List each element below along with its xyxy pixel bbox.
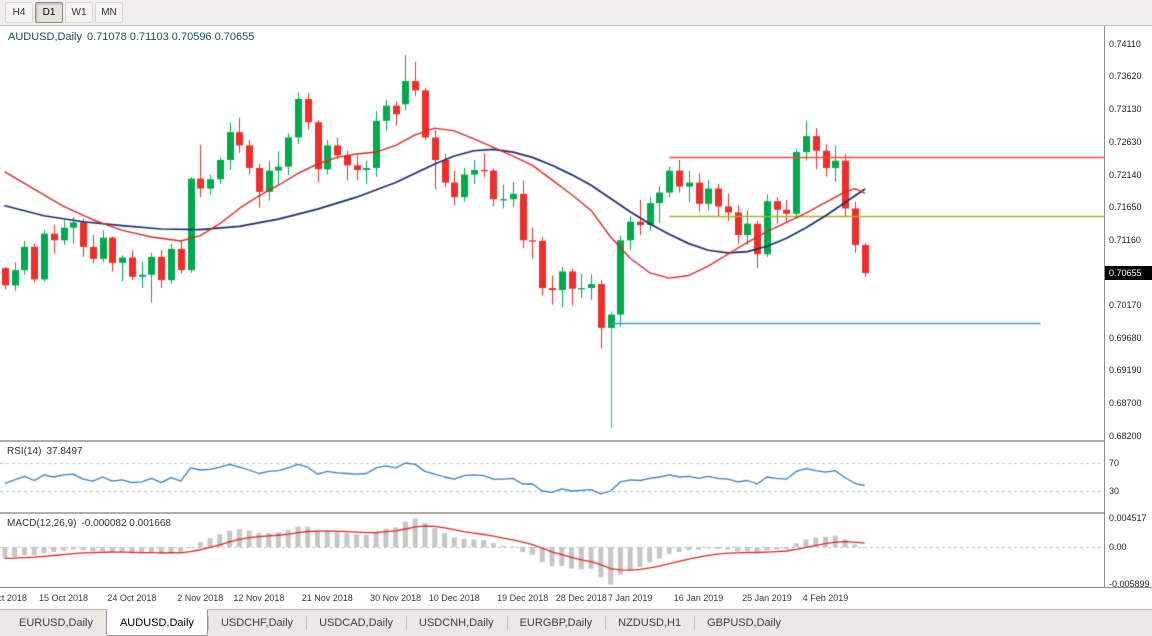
price-axis-label: 0.68700 xyxy=(1109,397,1142,408)
date-axis-label: 4 Feb 2019 xyxy=(802,593,849,603)
macd-indicator-name: MACD(12,26,9) xyxy=(7,518,77,529)
chart-tab-usdcnh-daily[interactable]: USDCNH,Daily xyxy=(406,610,507,636)
price-axis-label: 0.69190 xyxy=(1109,365,1142,376)
chart-tabs-bar: EURUSD,Daily AUDUSD,Daily USDCHF,Daily USDC… xyxy=(0,609,1152,636)
macd-axis-label: 0.00 xyxy=(1109,542,1127,552)
pane-splitter[interactable] xyxy=(0,440,1152,442)
price-axis-label: 0.73130 xyxy=(1109,103,1142,114)
macd-axis-label: -0.005899 xyxy=(1109,579,1150,587)
date-axis-label: 7 Jan 2019 xyxy=(607,593,653,603)
chart-tab-usdcad-daily[interactable]: USDCAD,Daily xyxy=(306,610,406,636)
price-axis-label: 0.68200 xyxy=(1109,431,1142,442)
date-axis-label: 24 Oct 2018 xyxy=(107,593,157,603)
timeframe-button-mn[interactable]: MN xyxy=(95,2,123,23)
chart-tab-audusd-daily[interactable]: AUDUSD,Daily xyxy=(105,609,208,636)
chart-title: AUDUSD,Daily 0.71078 0.71103 0.70596 0.70… xyxy=(8,31,259,43)
pane-splitter[interactable] xyxy=(0,512,1152,514)
date-axis-label: 15 Oct 2018 xyxy=(38,593,89,603)
price-axis-label: 0.71160 xyxy=(1109,234,1141,245)
date-axis-label: 16 Jan 2019 xyxy=(673,593,724,603)
date-axis-label: 10 Dec 2018 xyxy=(428,593,480,603)
chart-tab-usdchf-daily[interactable]: USDCHF,Daily xyxy=(207,610,306,636)
price-axis-label: 0.72140 xyxy=(1109,169,1142,180)
chart-tab-eurusd-daily[interactable]: EURUSD,Daily xyxy=(19,617,93,629)
date-axis-label: 12 Nov 2018 xyxy=(233,593,285,603)
timeframe-button-d1[interactable]: D1 xyxy=(35,2,63,23)
chart-tab-nzdusd-h1[interactable]: NZDUSD,H1 xyxy=(605,610,694,636)
chart-ohlc-values: 0.71078 0.71103 0.70596 0.70655 xyxy=(86,31,255,43)
date-axis-label: 21 Nov 2018 xyxy=(301,593,353,603)
date-axis-label: 30 Nov 2018 xyxy=(370,593,422,603)
date-axis[interactable]: 5 Oct 2018 15 Oct 2018 24 Oct 2018 2 Nov 20… xyxy=(0,587,1152,609)
chart-symbol-period: AUDUSD,Daily xyxy=(8,31,82,43)
macd-indicator-pane: MACD(12,26,9) -0.000082 0.001668 xyxy=(0,514,1104,587)
rsi-current-value: 37.8497 xyxy=(46,446,83,457)
rsi-axis-label: 30 xyxy=(1109,486,1120,496)
rsi-axis-label: 70 xyxy=(1109,458,1120,468)
date-axis-label: 2 Nov 2018 xyxy=(177,593,224,603)
price-axis-label: 0.70170 xyxy=(1109,300,1142,311)
price-axis[interactable]: 0.74110 0.73620 0.73130 0.72630 0.72140 0.716… xyxy=(1104,26,1152,587)
price-chart-canvas[interactable] xyxy=(0,26,1104,440)
chart-tab-gbpusd-daily[interactable]: GBPUSD,Daily xyxy=(694,610,794,636)
chart-area: AUDUSD,Daily 0.71078 0.71103 0.70596 0.70… xyxy=(0,26,1152,587)
price-axis-label: 0.72630 xyxy=(1109,137,1142,148)
current-price-badge: 0.70655 xyxy=(1105,266,1152,281)
rsi-indicator-name: RSI(14) xyxy=(7,446,42,457)
date-axis-label: 5 Oct 2018 xyxy=(0,593,27,603)
price-axis-label: 0.73620 xyxy=(1109,71,1142,82)
date-axis-label: 28 Dec 2018 xyxy=(555,593,607,603)
price-axis-label: 0.71650 xyxy=(1109,202,1142,213)
rsi-pane-label: RSI(14) 37.8497 xyxy=(7,446,88,457)
chart-tab-eurgbp-daily[interactable]: EURGBP,Daily xyxy=(506,610,606,636)
timeframe-button-group: H4 D1 W1 MN xyxy=(5,2,125,23)
price-axis-label: 0.69680 xyxy=(1109,332,1142,343)
macd-axis-label: 0.004517 xyxy=(1109,513,1147,524)
timeframe-button-h4[interactable]: H4 xyxy=(5,2,33,23)
timeframe-button-w1[interactable]: W1 xyxy=(65,2,93,23)
price-chart-pane: AUDUSD,Daily 0.71078 0.71103 0.70596 0.70… xyxy=(0,26,1104,440)
macd-current-values: -0.000082 0.001668 xyxy=(81,518,171,529)
macd-canvas[interactable] xyxy=(0,514,1104,587)
rsi-indicator-pane: RSI(14) 37.8497 xyxy=(0,442,1104,512)
date-axis-label: 19 Dec 2018 xyxy=(497,593,549,603)
price-axis-label: 0.74110 xyxy=(1109,38,1141,49)
date-axis-label: 25 Jan 2019 xyxy=(742,593,792,603)
timeframe-toolbar: H4 D1 W1 MN xyxy=(0,0,1152,26)
rsi-canvas[interactable] xyxy=(0,442,1104,512)
macd-pane-label: MACD(12,26,9) -0.000082 0.001668 xyxy=(7,518,176,529)
